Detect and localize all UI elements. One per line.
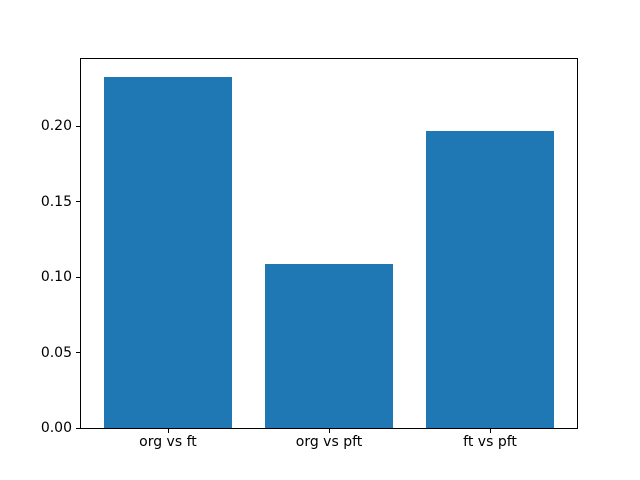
x-tick-label: ft vs pft [463,434,517,450]
x-tick-mark [329,428,330,433]
y-tick-label: 0.10 [40,269,72,286]
y-tick-mark [76,427,81,429]
y-tick-label: 0.15 [40,193,72,210]
plot-area: org vs ft org vs pft ft vs pft 0.00 0.05 0.10… [41,58,578,449]
x-tick-label: org vs ft [139,434,197,450]
bar-ft-vs-pft [425,130,555,428]
x-tick-label: org vs pft [295,434,363,450]
y-tick-mark [76,276,81,278]
bar-org-vs-pft [264,263,394,428]
y-tick-label: 0.05 [40,344,72,361]
y-tick-mark [76,201,81,203]
y-tick-label: 0.00 [40,420,72,436]
y-tick-mark [76,352,81,354]
bar-org-vs-ft [103,76,233,428]
y-tick-mark [76,125,81,127]
x-tick-mark [490,428,492,433]
x-tick-mark [167,428,169,433]
y-tick-label: 0.20 [40,118,72,135]
